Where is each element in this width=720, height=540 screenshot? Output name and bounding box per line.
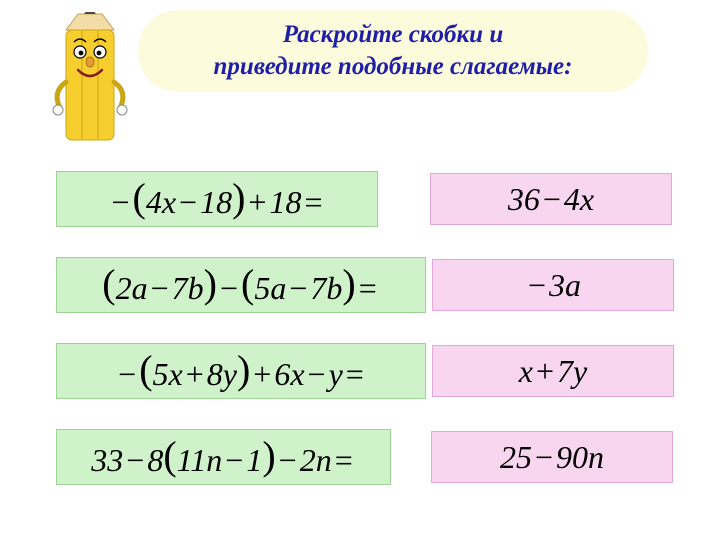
problem-row: (2a−7b)−(5a−7b)= −3a [56, 256, 676, 314]
pencil-icon [44, 12, 134, 152]
instruction-box: Раскройте скобки и приведите подобные сл… [138, 10, 648, 92]
problem-rhs: −3a [432, 259, 674, 311]
problem-lhs: −(4x−18)+18= [56, 171, 378, 227]
problem-row: 33−8(11n−1)−2n= 25−90n [56, 428, 676, 486]
problem-lhs: (2a−7b)−(5a−7b)= [56, 257, 426, 313]
problem-list: −(4x−18)+18= 36−4x (2a−7b)−(5a−7b)= −3a … [56, 170, 676, 514]
instruction-line-1: Раскройте скобки и [283, 19, 503, 52]
instruction-line-2: приведите подобные слагаемые: [214, 51, 573, 84]
problem-lhs: 33−8(11n−1)−2n= [56, 429, 391, 485]
problem-rhs: x+7y [432, 345, 674, 397]
problem-row: −(5x+8y)+6x−y= x+7y [56, 342, 676, 400]
problem-row: −(4x−18)+18= 36−4x [56, 170, 676, 228]
problem-rhs: 36−4x [430, 173, 672, 225]
problem-rhs: 25−90n [431, 431, 673, 483]
problem-lhs: −(5x+8y)+6x−y= [56, 343, 426, 399]
